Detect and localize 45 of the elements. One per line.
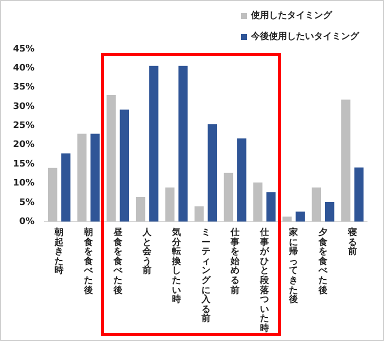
- bar: [194, 206, 204, 222]
- bar: [253, 182, 262, 222]
- bar: [106, 95, 116, 222]
- bar: [282, 216, 292, 222]
- bar: [90, 134, 100, 222]
- bar: [224, 172, 234, 222]
- bar: [208, 124, 217, 222]
- y-tick-label: 0%: [19, 216, 35, 227]
- y-tick-label: 10%: [12, 178, 35, 189]
- x-tick-label: 気分転換したい時: [170, 228, 182, 306]
- bar: [296, 212, 305, 222]
- bar: [341, 100, 350, 222]
- bar: [312, 187, 322, 222]
- legend-label: 今後使用したいタイミング: [251, 30, 359, 43]
- y-tick-label: 45%: [12, 44, 35, 54]
- y-tick-label: 40%: [12, 64, 35, 74]
- legend-label: 使用したタイミング: [251, 10, 332, 22]
- x-tick-label: 昼食を食べた後: [112, 228, 124, 296]
- bar: [178, 66, 188, 222]
- y-tick-label: 20%: [12, 140, 35, 150]
- x-tick-label: 朝起きた時: [53, 228, 65, 277]
- x-tick-label: 家に帰ってきた後: [288, 228, 300, 306]
- x-tick-label: 夕食を食べた後: [317, 228, 329, 296]
- bar: [77, 134, 87, 222]
- bar: [120, 110, 130, 222]
- y-tick-label: 5%: [19, 198, 35, 208]
- y-tick-label: 30%: [12, 102, 35, 112]
- bar: [48, 168, 58, 222]
- x-tick-label: 寝る前: [346, 228, 358, 258]
- bar: [325, 202, 334, 222]
- bar: [237, 138, 246, 222]
- bar: [149, 66, 158, 222]
- x-tick-label: 朝食を食べた後: [82, 228, 94, 296]
- bar: [136, 197, 146, 222]
- y-tick-label: 35%: [12, 82, 35, 93]
- bar: [165, 187, 174, 222]
- category-label: 仕事がひと段落ついた時: [260, 228, 269, 334]
- bar: [266, 192, 276, 222]
- x-tick-label: 人と会う前: [142, 228, 153, 277]
- bar: [61, 153, 70, 222]
- y-tick-label: 15%: [12, 159, 35, 170]
- y-tick-label: 25%: [12, 121, 35, 132]
- x-tick-label: 仕事を始める前: [229, 228, 241, 296]
- bar: [354, 168, 364, 222]
- category-label: ミーティングに入る前: [201, 228, 210, 324]
